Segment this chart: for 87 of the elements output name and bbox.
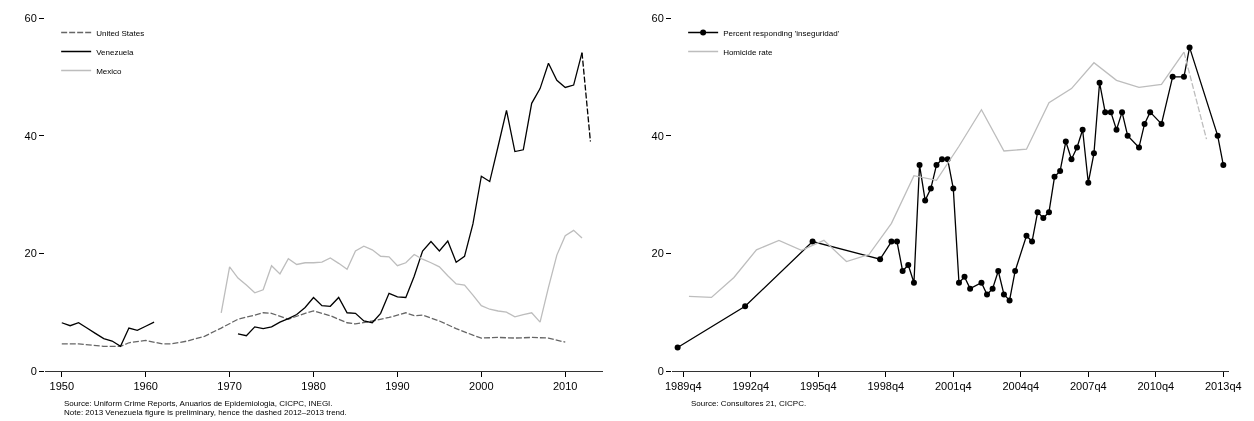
point bbox=[1051, 173, 1058, 180]
point bbox=[995, 267, 1002, 274]
y-tick-label: 40 bbox=[651, 129, 664, 142]
point bbox=[1000, 291, 1007, 298]
point bbox=[984, 291, 990, 298]
point bbox=[961, 273, 968, 280]
x-tick-label: 1970 bbox=[217, 380, 242, 392]
point bbox=[1045, 209, 1052, 216]
x-tick-label: 1960 bbox=[133, 380, 158, 392]
y-tick-label: 40 bbox=[24, 129, 37, 142]
text: Note: 2013 Venezuela figure is preliminary, hence the dashed 2012–2013 trend. bbox=[64, 408, 347, 417]
point bbox=[927, 185, 934, 192]
x-tick-label: 1990 bbox=[385, 380, 410, 392]
point bbox=[674, 344, 681, 351]
point bbox=[1057, 167, 1064, 174]
line-series bbox=[61, 310, 566, 347]
point bbox=[939, 156, 946, 163]
point bbox=[950, 185, 957, 192]
point bbox=[1012, 267, 1019, 274]
point bbox=[978, 279, 985, 286]
x-tick-label: 2007q4 bbox=[1069, 380, 1107, 392]
point bbox=[1096, 79, 1103, 86]
point bbox=[916, 162, 923, 169]
point bbox=[955, 279, 962, 286]
point bbox=[1102, 109, 1109, 116]
x-tick-label: 2010q4 bbox=[1137, 380, 1175, 392]
point bbox=[1147, 109, 1154, 116]
point bbox=[1158, 120, 1165, 127]
x-tick-label: 2000 bbox=[469, 380, 494, 392]
point bbox=[877, 256, 884, 263]
y-tick-label: 0 bbox=[30, 364, 37, 377]
point bbox=[1113, 126, 1120, 133]
point bbox=[1034, 209, 1041, 216]
point bbox=[1062, 138, 1069, 145]
x-tick-label: 1998q4 bbox=[867, 380, 905, 392]
point bbox=[1107, 109, 1114, 116]
x-tick-label: 2004q4 bbox=[1002, 380, 1040, 392]
point bbox=[1090, 150, 1097, 157]
x-tick-label: 1992q4 bbox=[732, 380, 770, 392]
point bbox=[1214, 132, 1221, 139]
x-tick-label: 2001q4 bbox=[934, 380, 972, 392]
point bbox=[809, 238, 816, 245]
x-tick-label: 1989q4 bbox=[664, 380, 702, 392]
point bbox=[989, 285, 996, 292]
point bbox=[910, 279, 917, 286]
point bbox=[1220, 162, 1227, 169]
point bbox=[1119, 109, 1126, 116]
point bbox=[1124, 132, 1131, 139]
point bbox=[1180, 73, 1187, 80]
point bbox=[1186, 44, 1193, 51]
point bbox=[1141, 120, 1148, 127]
point bbox=[888, 238, 895, 245]
point bbox=[1068, 156, 1075, 163]
legend-label: Percent responding 'inseguridad' bbox=[723, 28, 840, 38]
x-tick-label: 1995q4 bbox=[799, 380, 837, 392]
point bbox=[1006, 297, 1013, 304]
source-note: Source: Consultores 21, CICPC. bbox=[691, 399, 807, 408]
point bbox=[1079, 126, 1086, 133]
legend-label: Homicide rate bbox=[723, 47, 774, 57]
legend-label: United States bbox=[96, 28, 145, 38]
point bbox=[1085, 179, 1092, 186]
y-tick-label: 0 bbox=[657, 364, 664, 377]
x-tick-label: 1950 bbox=[49, 380, 75, 392]
y-tick-label: 20 bbox=[24, 247, 37, 260]
point bbox=[1029, 238, 1036, 245]
x-tick-label: 1980 bbox=[301, 380, 326, 392]
point bbox=[1023, 232, 1030, 239]
point bbox=[893, 238, 900, 245]
legend-label: Mexico bbox=[96, 66, 123, 76]
point bbox=[899, 267, 906, 274]
point bbox=[1135, 144, 1142, 151]
point bbox=[742, 303, 749, 310]
y-tick-label: 20 bbox=[651, 247, 664, 260]
point bbox=[1074, 144, 1081, 151]
x-tick-label: 2013q4 bbox=[1204, 380, 1242, 392]
point bbox=[922, 197, 929, 204]
y-tick-label: 60 bbox=[651, 11, 664, 24]
point bbox=[905, 262, 912, 269]
y-tick-label: 60 bbox=[24, 11, 37, 24]
point bbox=[933, 162, 940, 169]
x-tick-label: 2010 bbox=[553, 380, 578, 392]
point bbox=[967, 285, 974, 292]
point bbox=[1040, 215, 1047, 222]
line-series bbox=[220, 229, 583, 323]
legend-label: Venezuela bbox=[96, 47, 135, 57]
source-note: Source: Uniform Crime Reports, Anuarios de Epidemiologia, CICPC, INEGI. bbox=[64, 399, 333, 408]
point bbox=[1169, 73, 1176, 80]
